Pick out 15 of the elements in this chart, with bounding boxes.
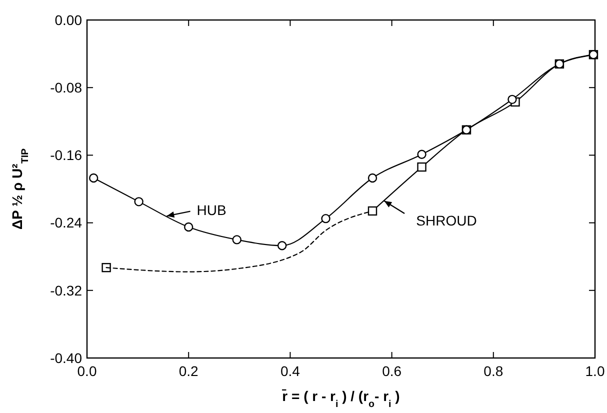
x-tick-label: 0.0 [77,363,97,379]
y-tick-label: -0.40 [50,350,82,366]
annotation: SHROUD [416,212,477,229]
x-axis-title: r̄ = ( r - r$_{i}$ ) / (r$_{o}$- r$_{i}$ ) [281,388,400,410]
y-tick-label: -0.08 [50,80,82,96]
y-tick-label: 0.00 [54,12,82,28]
x-tick-label: 1.0 [585,363,605,379]
x-tick-label: 0.4 [280,363,300,379]
x-tick-label: 0.8 [484,363,504,379]
x-tick-label: 0.6 [382,363,402,379]
annotation: HUB [196,202,226,218]
y-tick-label: -0.16 [50,147,82,164]
x-tick-label: 0.2 [178,363,199,379]
y-tick-label: -0.32 [50,282,82,298]
y-tick-label: -0.24 [50,214,82,231]
